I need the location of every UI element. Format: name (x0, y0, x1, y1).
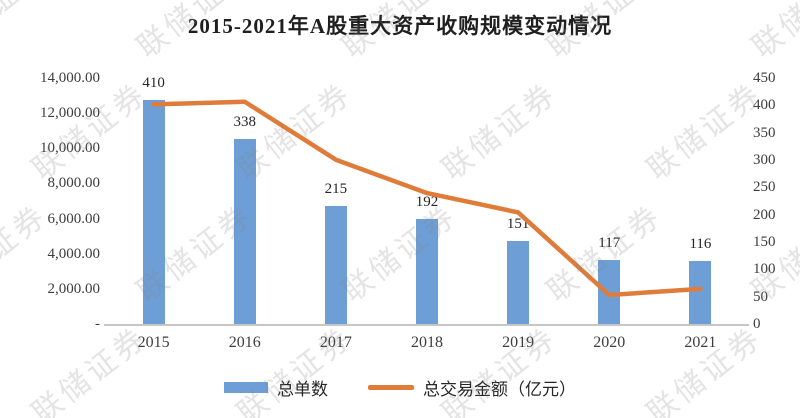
bar-data-label: 151 (506, 216, 530, 233)
right-axis-tick: 250 (753, 179, 776, 196)
bar-data-label: 215 (324, 181, 348, 198)
bar-data-label: 116 (689, 235, 712, 252)
legend-line-label: 总交易金额（亿元） (423, 379, 576, 399)
right-axis-tick: 50 (753, 288, 768, 305)
left-axis-tick: 14,000.00 (40, 70, 100, 86)
right-axis-tick: 450 (753, 70, 776, 86)
left-axis-tick: 4,000.00 (47, 245, 101, 262)
left-axis-tick: - (95, 316, 100, 332)
bar-data-label: 410 (142, 74, 165, 91)
right-axis-tick: 100 (753, 261, 776, 278)
chart-title: 2015-2021年A股重大资产收购规模变动情况 (187, 14, 613, 38)
bar (324, 206, 347, 324)
bar (233, 139, 256, 324)
x-axis-label: 2017 (319, 334, 352, 351)
bar (689, 260, 712, 324)
left-axis-tick: 12,000.00 (40, 105, 100, 122)
bar (507, 241, 530, 324)
bar (416, 219, 438, 324)
x-axis-label: 2019 (502, 334, 535, 351)
bar-data-label: 117 (598, 235, 621, 252)
legend-bar-label: 总单数 (277, 379, 328, 399)
x-axis-label: 2016 (228, 334, 261, 351)
right-axis-tick: 300 (753, 152, 776, 168)
left-axis-tick: 6,000.00 (47, 210, 101, 227)
right-axis-tick: 0 (753, 316, 761, 332)
left-axis-tick: 8,000.00 (47, 175, 101, 192)
x-axis-label: 2015 (137, 334, 170, 351)
bar-data-label: 338 (233, 114, 256, 131)
left-axis-tick: 2,000.00 (47, 280, 101, 297)
right-axis-tick: 200 (753, 206, 776, 223)
x-axis-label: 2021 (684, 334, 717, 351)
right-axis-tick: 150 (753, 234, 776, 250)
right-axis-tick: 350 (753, 124, 776, 141)
bar-data-label: 192 (415, 194, 439, 211)
legend-bar-swatch-icon (224, 381, 268, 393)
x-axis-label: 2020 (593, 334, 626, 351)
legend: 总单数 总交易金额（亿元） (0, 374, 800, 400)
x-axis-line (104, 324, 749, 326)
right-axis-tick: 400 (753, 97, 776, 114)
x-axis-label: 2018 (411, 334, 443, 351)
bar (142, 99, 165, 324)
bar (598, 260, 621, 324)
left-axis-tick: 10,000.00 (40, 140, 100, 157)
legend-line-swatch-icon (368, 384, 414, 390)
